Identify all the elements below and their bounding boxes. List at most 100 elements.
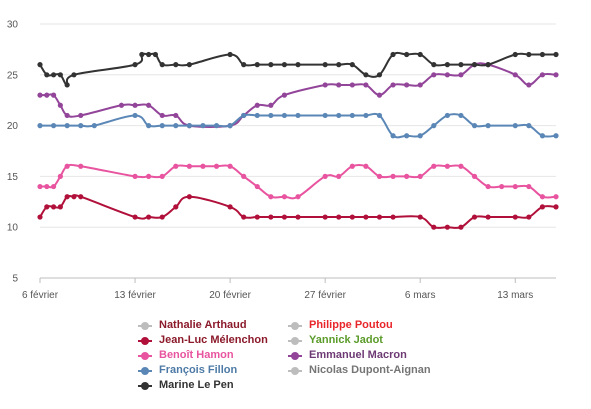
data-point — [64, 123, 70, 129]
data-point — [336, 62, 342, 68]
data-point — [281, 194, 288, 200]
data-point — [132, 102, 138, 108]
data-point — [146, 102, 152, 108]
data-point — [146, 51, 152, 58]
data-point — [152, 51, 159, 58]
data-point — [268, 62, 274, 68]
data-point — [254, 112, 260, 119]
data-point — [241, 112, 247, 119]
legend-label: François Fillon — [159, 364, 238, 376]
data-point — [281, 92, 288, 98]
data-point — [281, 112, 288, 119]
data-point — [44, 72, 50, 78]
data-point — [295, 194, 301, 200]
data-point — [417, 133, 423, 139]
data-point — [444, 62, 450, 68]
data-point — [512, 72, 518, 78]
data-point — [417, 51, 423, 58]
legend-marker-icon — [141, 367, 149, 375]
legend-label: Jean-Luc Mélenchon — [159, 334, 268, 346]
data-point — [132, 214, 138, 220]
data-point — [363, 163, 369, 169]
data-point — [78, 112, 84, 119]
data-point — [159, 112, 165, 119]
data-point — [417, 173, 423, 179]
data-point — [417, 214, 423, 220]
x-tick-label: 6 février — [22, 290, 59, 301]
data-point — [159, 214, 165, 220]
data-point — [485, 123, 491, 129]
data-point — [322, 82, 328, 88]
data-point — [227, 163, 233, 169]
data-point — [173, 163, 179, 169]
data-point — [376, 214, 383, 220]
data-point — [254, 183, 260, 190]
data-point — [64, 112, 70, 119]
data-point — [376, 173, 383, 179]
data-point — [254, 214, 260, 220]
data-point — [268, 112, 274, 119]
data-point — [363, 112, 369, 119]
data-point — [336, 82, 342, 88]
data-point — [118, 102, 125, 108]
data-point — [485, 183, 491, 190]
data-point — [78, 123, 84, 129]
data-point — [64, 82, 70, 88]
series-marine-le-pen — [37, 51, 559, 88]
data-point — [539, 194, 546, 200]
data-point — [64, 163, 70, 169]
data-point — [57, 72, 63, 78]
data-point — [241, 214, 247, 220]
data-point — [336, 112, 342, 119]
legend-label: Yannick Jadot — [309, 334, 383, 346]
data-point — [173, 112, 179, 119]
data-point — [336, 173, 342, 179]
data-point — [57, 204, 63, 210]
data-point — [471, 214, 478, 220]
legend-label: Nicolas Dupont-Aignan — [309, 364, 431, 376]
data-point — [78, 194, 84, 200]
data-point — [363, 214, 369, 220]
data-point — [458, 62, 464, 68]
data-point — [44, 183, 50, 190]
data-point — [336, 214, 342, 220]
data-point — [50, 92, 57, 98]
data-point — [186, 163, 192, 169]
data-point — [431, 163, 437, 169]
data-point — [213, 123, 220, 129]
y-tick-label: 5 — [12, 274, 18, 285]
data-point — [458, 72, 464, 78]
series-lines — [37, 51, 559, 230]
grid — [40, 23, 556, 279]
x-tick-label: 13 février — [114, 290, 156, 301]
data-point — [146, 173, 152, 179]
series-emmanuel-macron — [37, 62, 559, 129]
y-tick-label: 10 — [7, 223, 19, 234]
data-point — [146, 123, 152, 129]
data-point — [268, 214, 274, 220]
data-point — [485, 214, 491, 220]
data-point — [539, 204, 546, 210]
data-point — [227, 204, 233, 210]
data-point — [322, 173, 328, 179]
data-point — [404, 173, 410, 179]
data-point — [349, 62, 355, 68]
data-point — [363, 72, 369, 78]
data-point — [44, 204, 50, 210]
data-point — [526, 123, 532, 129]
data-point — [431, 123, 437, 129]
data-point — [268, 102, 274, 108]
legend-marker-icon — [291, 367, 299, 375]
legend-marker-icon — [291, 337, 299, 345]
data-point — [553, 194, 559, 200]
data-point — [295, 62, 301, 68]
data-point — [349, 82, 355, 88]
data-point — [526, 51, 532, 58]
data-point — [281, 62, 288, 68]
y-axis: 5 10 15 20 25 30 — [7, 20, 19, 285]
series-benoit-hamon — [37, 163, 559, 200]
data-point — [349, 214, 355, 220]
data-point — [186, 123, 192, 129]
legend-marker-icon — [141, 382, 149, 390]
